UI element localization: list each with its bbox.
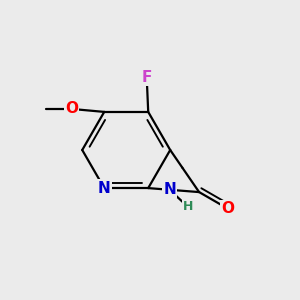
Text: O: O (221, 201, 234, 216)
Text: H: H (183, 200, 193, 213)
Text: N: N (98, 181, 111, 196)
Text: F: F (142, 70, 152, 85)
Text: O: O (65, 101, 78, 116)
Text: N: N (163, 182, 176, 197)
